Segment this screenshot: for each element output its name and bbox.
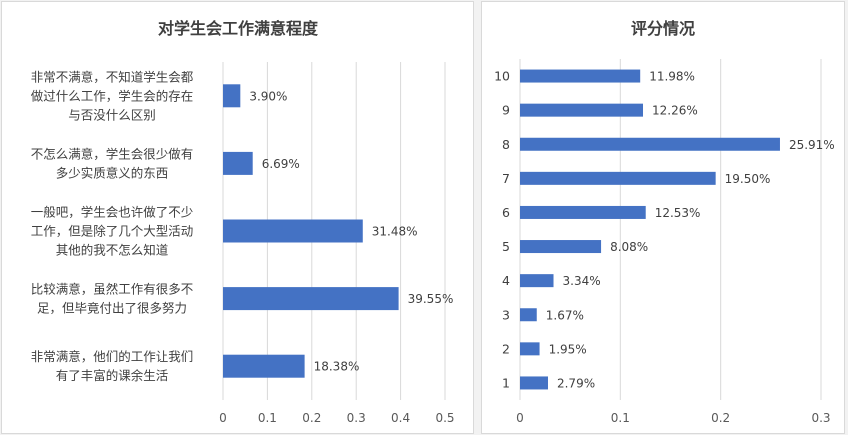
- data-label: 11.98%: [649, 70, 695, 84]
- satisfaction-chart: 对学生会工作满意程度 0 0.1 0.2 0.3 0.4 0.5 3.90% 非常不满意，不知…: [31, 19, 455, 425]
- x-tick-label: 0: [516, 411, 524, 425]
- bar: [520, 205, 646, 219]
- chart-title: 评分情况: [631, 19, 695, 38]
- data-label: 19.50%: [725, 172, 771, 186]
- data-label: 3.90%: [249, 89, 287, 103]
- data-label: 25.91%: [789, 138, 835, 152]
- data-label: 18.38%: [314, 360, 360, 374]
- x-tick-label: 0.2: [711, 411, 730, 425]
- x-tick-label: 0.3: [811, 411, 830, 425]
- bar: [520, 171, 716, 185]
- data-label: 1.95%: [549, 342, 587, 356]
- bar: [223, 287, 399, 311]
- x-tick-label: 0.4: [391, 411, 410, 425]
- category-label: 1: [502, 375, 510, 390]
- bar: [520, 240, 602, 254]
- data-label: 3.34%: [563, 274, 601, 288]
- category-label: 不怎么满意，学生会很少做有多少实质意义的东西: [31, 146, 194, 180]
- category-label: 非常满意，他们的工作让我们有了丰富的课余生活: [31, 349, 194, 383]
- data-label: 39.55%: [408, 292, 454, 306]
- category-label: 6: [502, 205, 510, 220]
- bar: [520, 342, 540, 356]
- category-label: 一般吧，学生会也许做了不少工作，但是除了几个大型活动其他的我不怎么知道: [31, 205, 194, 258]
- satisfaction-chart-panel: 对学生会工作满意程度 0 0.1 0.2 0.3 0.4 0.5 3.90% 非常不满意，不知…: [1, 1, 474, 434]
- bar: [223, 84, 241, 108]
- category-label: 8: [502, 137, 510, 152]
- x-tick-label: 0.1: [258, 411, 277, 425]
- x-tick-label: 0.5: [435, 411, 454, 425]
- chart-title: 对学生会工作满意程度: [158, 19, 319, 38]
- category-label: 4: [502, 273, 510, 288]
- bar: [520, 376, 548, 390]
- category-label: 9: [502, 103, 510, 118]
- bar: [520, 137, 780, 151]
- data-label: 6.69%: [262, 157, 300, 171]
- category-label: 7: [502, 171, 510, 186]
- bar: [520, 103, 644, 117]
- x-tick-label: 0.3: [347, 411, 366, 425]
- bar: [520, 308, 537, 322]
- bar: [223, 354, 305, 378]
- category-label: 10: [494, 69, 510, 84]
- bar: [520, 69, 641, 83]
- category-label: 3: [502, 307, 510, 322]
- category-label: 5: [502, 239, 510, 254]
- x-tick-label: 0: [219, 411, 227, 425]
- x-tick-label: 0.1: [611, 411, 630, 425]
- data-label: 12.53%: [655, 206, 701, 220]
- data-label: 8.08%: [610, 240, 648, 254]
- x-tick-label: 0.2: [302, 411, 321, 425]
- bar: [520, 274, 554, 288]
- data-label: 1.67%: [546, 308, 584, 322]
- category-label: 非常不满意，不知道学生会都做过什么工作，学生会的存在与否没什么区别: [31, 69, 194, 122]
- rating-chart: 评分情况 0 0.1 0.2 0.3 11.98% 10 12.26% 9 25.91% 8 19.…: [494, 19, 835, 425]
- data-label: 12.26%: [652, 104, 698, 118]
- bar: [223, 219, 363, 243]
- category-label: 比较满意，虽然工作有很多不足，但毕竟付出了很多努力: [31, 282, 194, 316]
- rating-chart-panel: 评分情况 0 0.1 0.2 0.3 11.98% 10 12.26% 9 25.91% 8 19.…: [481, 1, 845, 434]
- category-label: 2: [502, 341, 510, 356]
- bar: [223, 151, 253, 175]
- data-label: 2.79%: [557, 376, 595, 390]
- data-label: 31.48%: [372, 225, 418, 239]
